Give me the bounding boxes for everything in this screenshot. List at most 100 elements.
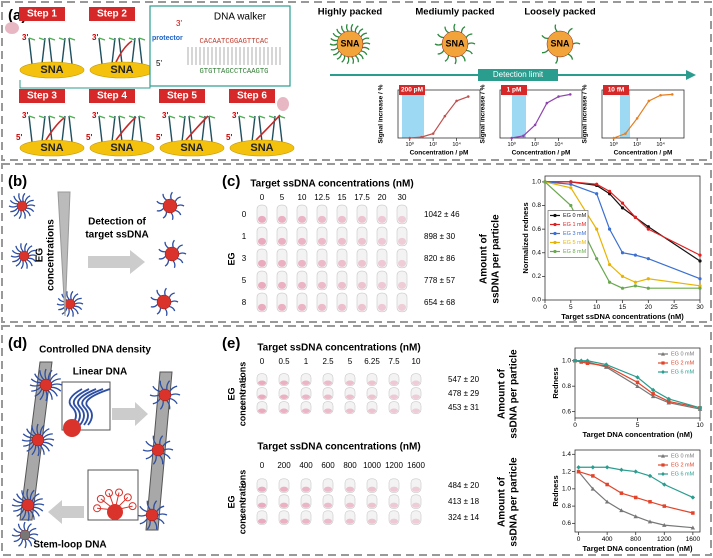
tube-liquid	[358, 215, 366, 223]
column-header: 10	[412, 357, 421, 366]
data-point	[607, 227, 612, 231]
tube	[396, 226, 408, 247]
data-point	[647, 473, 653, 479]
dna-strand	[444, 26, 449, 34]
data-point	[595, 192, 599, 196]
dna-strand	[139, 518, 148, 525]
dna-strand	[98, 115, 103, 143]
detection-badge	[478, 69, 558, 81]
dna-strand	[51, 386, 62, 392]
dna-strand	[138, 115, 143, 143]
tube-liquid	[280, 502, 288, 508]
dna-strand	[74, 305, 83, 311]
legend-label: EG 1 mM	[563, 222, 587, 228]
nanoparticle	[31, 433, 45, 447]
dna-strand	[461, 54, 466, 62]
dna-strand	[174, 196, 181, 202]
x-tick-label: 10²	[531, 142, 539, 148]
dna-strand	[156, 200, 164, 205]
data-point	[635, 117, 639, 120]
dna-strand	[170, 212, 174, 221]
dna-strand	[153, 500, 158, 510]
dna-strand	[31, 493, 40, 502]
data-point	[624, 132, 627, 135]
dna-strand	[28, 254, 38, 257]
dna-strand	[166, 400, 171, 410]
tube-liquid	[298, 303, 306, 311]
amount-value: 654 ± 68	[424, 298, 456, 307]
row-header: 5	[242, 276, 247, 285]
dna-strand	[13, 195, 20, 203]
data-point	[635, 375, 640, 380]
tube-liquid	[318, 259, 326, 267]
dna-strand	[169, 305, 176, 312]
panel-title: Controlled DNA density	[39, 345, 151, 356]
dna-strand	[61, 37, 66, 65]
tube-liquid	[390, 486, 398, 492]
row-title: EG	[226, 495, 236, 508]
process-arrow	[88, 250, 145, 274]
dna-strand	[70, 290, 74, 300]
dna-strand	[164, 308, 168, 317]
data-point	[647, 519, 653, 524]
amount-value: 478 ± 29	[448, 389, 480, 398]
data-point	[620, 206, 625, 210]
legend-label: EG 0 mM	[563, 213, 587, 219]
data-point	[698, 284, 702, 288]
amount-value: 413 ± 18	[448, 497, 480, 506]
step-badge	[89, 7, 135, 21]
dna-strand	[156, 505, 165, 512]
dna-strand	[156, 308, 162, 315]
dna-strand	[43, 438, 55, 441]
x-tick-label: 5	[569, 304, 573, 311]
x-tick-label: 10⁰	[406, 141, 415, 148]
amount-value: 547 ± 20	[448, 375, 480, 384]
tube-liquid	[368, 502, 376, 508]
column-header: 200	[277, 461, 291, 470]
step-label: Step 4	[97, 91, 127, 102]
dna-strand	[172, 260, 176, 269]
tube-liquid	[368, 394, 376, 400]
data-point	[691, 511, 695, 515]
y-axis-label: Redness	[551, 475, 560, 506]
x-tick-label: 10	[696, 422, 704, 429]
dna-tick	[208, 115, 216, 119]
dna-strand	[49, 388, 58, 397]
dna-strand	[350, 23, 354, 32]
dna-strand	[29, 384, 41, 387]
data-point	[646, 225, 650, 229]
tube-liquid	[390, 518, 398, 524]
tube-liquid	[280, 380, 288, 386]
x-tick-label: 10⁰	[508, 141, 517, 148]
dna-strand	[169, 385, 178, 392]
y-axis-label: Signal increase / %	[480, 84, 487, 143]
data-point	[510, 136, 513, 140]
dna-strand	[74, 302, 84, 305]
row-header: 6	[242, 403, 247, 412]
dna-strand	[258, 115, 263, 143]
eg-title: concentrations	[46, 219, 57, 291]
dna-strand	[34, 388, 43, 397]
legend-label: EG 2 mM	[671, 360, 695, 366]
dna-strand	[345, 23, 349, 32]
data-point	[467, 95, 470, 98]
protector-label: protector	[152, 35, 183, 42]
row-header: 0	[242, 481, 247, 490]
dna-strand	[150, 303, 158, 308]
y-axis-label: Redness	[551, 367, 560, 398]
dna-strand	[149, 394, 160, 397]
dna-strand	[44, 368, 47, 380]
tube	[410, 494, 422, 509]
eg-title: EG	[35, 248, 46, 263]
dna-tick	[178, 115, 186, 119]
dna-strand	[454, 56, 457, 65]
dna-strand	[27, 249, 36, 255]
data-point	[569, 93, 572, 96]
dna-strand	[81, 388, 104, 426]
data-point	[635, 380, 640, 385]
nanoparticle	[151, 443, 165, 457]
loop	[105, 489, 114, 498]
x-axis-label: Concentration / pM	[614, 150, 673, 157]
data-point	[595, 257, 599, 261]
tube-liquid	[318, 303, 326, 311]
